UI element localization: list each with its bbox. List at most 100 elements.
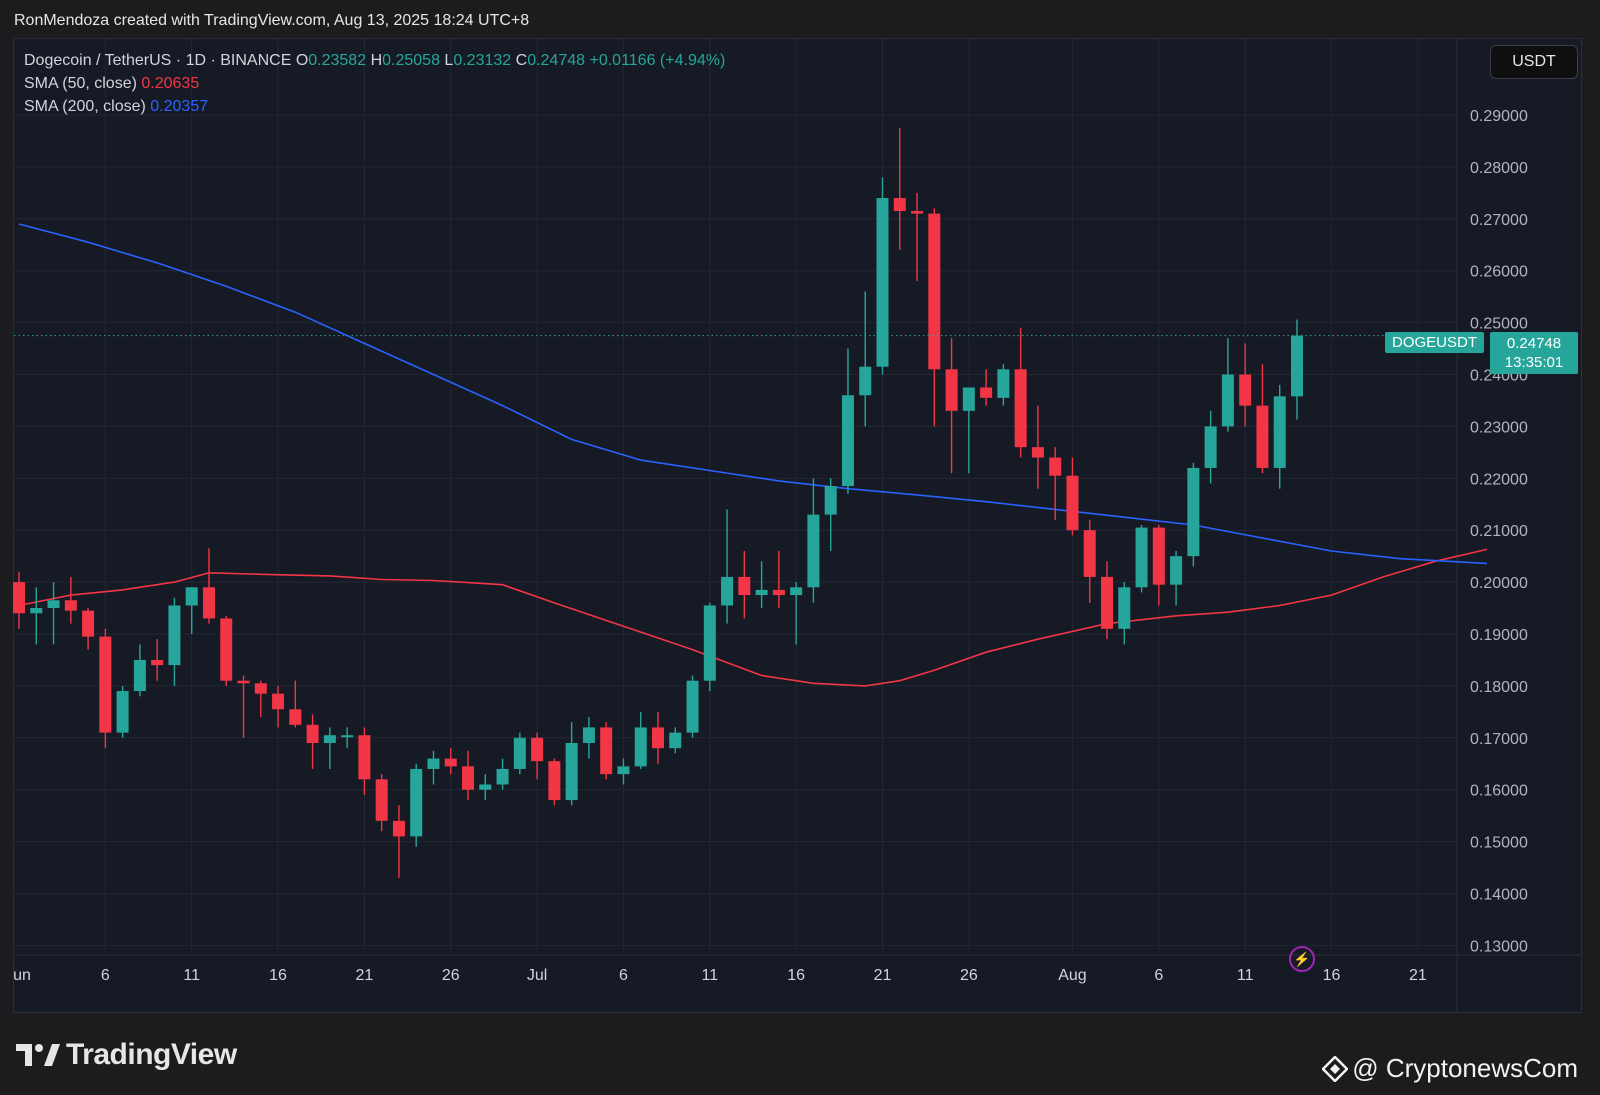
candle — [306, 714, 319, 769]
candle — [928, 208, 941, 427]
candle — [116, 685, 129, 738]
candle-body — [513, 737, 526, 769]
candle-body — [1256, 405, 1269, 468]
candle — [1066, 457, 1079, 536]
x-tick-label: 21 — [874, 967, 892, 984]
candle-body — [841, 395, 854, 487]
candle — [686, 675, 699, 738]
legend-close-label: C — [515, 52, 528, 69]
grid-lines — [14, 39, 1457, 955]
y-tick-label: 0.23000 — [1470, 419, 1528, 436]
currency-button[interactable]: USDT — [1490, 45, 1578, 79]
last-price-value: 0.24748 — [1506, 335, 1562, 352]
candle — [703, 602, 716, 692]
candle-body — [168, 605, 181, 666]
candle-body — [1170, 556, 1183, 585]
legend-sma50-value: 0.20635 — [141, 75, 200, 92]
y-tick-label: 0.22000 — [1470, 471, 1528, 488]
sma50-layer — [18, 548, 1488, 687]
x-tick-label: 6 — [619, 967, 628, 984]
candle — [151, 639, 164, 681]
legend-ohlc-row: Dogecoin / TetherUS · 1D · BINANCE O0.23… — [24, 49, 725, 72]
candle-body — [772, 589, 785, 596]
x-tick-label: 6 — [1154, 967, 1163, 984]
candle-body — [928, 213, 941, 370]
candle — [1204, 410, 1217, 484]
legend-sma50-row[interactable]: SMA (50, close) 0.20635 — [24, 72, 725, 95]
legend-sma200-row[interactable]: SMA (200, close) 0.20357 — [24, 95, 725, 118]
tradingview-logo-icon — [16, 1044, 60, 1066]
candle-body — [669, 732, 682, 749]
candle — [548, 758, 561, 806]
candle-body — [496, 768, 509, 785]
candle-body — [565, 742, 578, 801]
candle-body — [306, 724, 319, 743]
y-tick-label: 0.17000 — [1470, 731, 1528, 748]
candle — [962, 387, 975, 474]
candle — [444, 748, 457, 775]
candle-body — [531, 737, 544, 762]
candle — [13, 571, 25, 629]
candle-body — [893, 198, 906, 212]
candle — [272, 685, 285, 728]
candle-body — [1083, 530, 1096, 577]
candle — [1118, 582, 1131, 645]
candle — [669, 727, 682, 754]
candle — [375, 774, 388, 832]
candle-body — [1221, 374, 1234, 427]
sma200-layer — [18, 223, 1488, 565]
candle-body — [824, 486, 837, 515]
candle — [980, 369, 993, 406]
candle — [1049, 447, 1062, 520]
candle-body — [116, 691, 129, 733]
candle — [721, 509, 734, 624]
candle — [358, 727, 371, 795]
candle-body — [859, 366, 872, 396]
last-price-tag: 0.24748 13:35:01 — [1490, 332, 1578, 374]
candle — [911, 192, 924, 282]
y-tick-label: 0.26000 — [1470, 264, 1528, 281]
candle — [1221, 338, 1234, 432]
y-tick-label: 0.20000 — [1470, 575, 1528, 592]
y-tick-label: 0.27000 — [1470, 212, 1528, 229]
candle — [634, 711, 647, 769]
candle — [617, 758, 630, 785]
candle-body — [634, 727, 647, 767]
candle — [824, 478, 837, 551]
candle — [1083, 519, 1096, 603]
axis-lines — [14, 39, 1581, 1012]
candle-body — [185, 587, 198, 606]
candle-body — [133, 659, 146, 692]
candle-body — [427, 758, 440, 769]
candle-body — [64, 600, 77, 611]
attribution-text: RonMendoza created with TradingView.com,… — [14, 12, 530, 29]
candle — [893, 127, 906, 250]
candle-body — [686, 680, 699, 733]
x-tick-label: 11 — [1237, 967, 1254, 984]
x-tick-label: un — [13, 967, 31, 984]
candle-body — [410, 768, 423, 837]
legend-open-value: 0.23582 — [308, 52, 367, 69]
lightning-icon[interactable]: ⚡ — [1289, 946, 1315, 972]
candle-body — [962, 387, 975, 411]
candle-body — [738, 576, 751, 596]
candle — [1273, 384, 1286, 489]
candle — [1187, 462, 1200, 567]
candle — [651, 711, 664, 764]
candle-body — [945, 369, 958, 411]
candle-body — [651, 727, 664, 749]
y-tick-label: 0.25000 — [1470, 316, 1528, 333]
candle — [755, 561, 768, 609]
candle-body — [462, 766, 475, 790]
candle — [1101, 561, 1114, 640]
chart-frame[interactable] — [13, 38, 1582, 1013]
candle-body — [1135, 527, 1148, 588]
candle — [341, 727, 354, 749]
candle — [64, 576, 77, 624]
candle — [47, 582, 60, 645]
candle-body — [1118, 587, 1131, 629]
candle — [427, 750, 440, 785]
candle-body — [220, 618, 233, 681]
candle — [513, 732, 526, 775]
